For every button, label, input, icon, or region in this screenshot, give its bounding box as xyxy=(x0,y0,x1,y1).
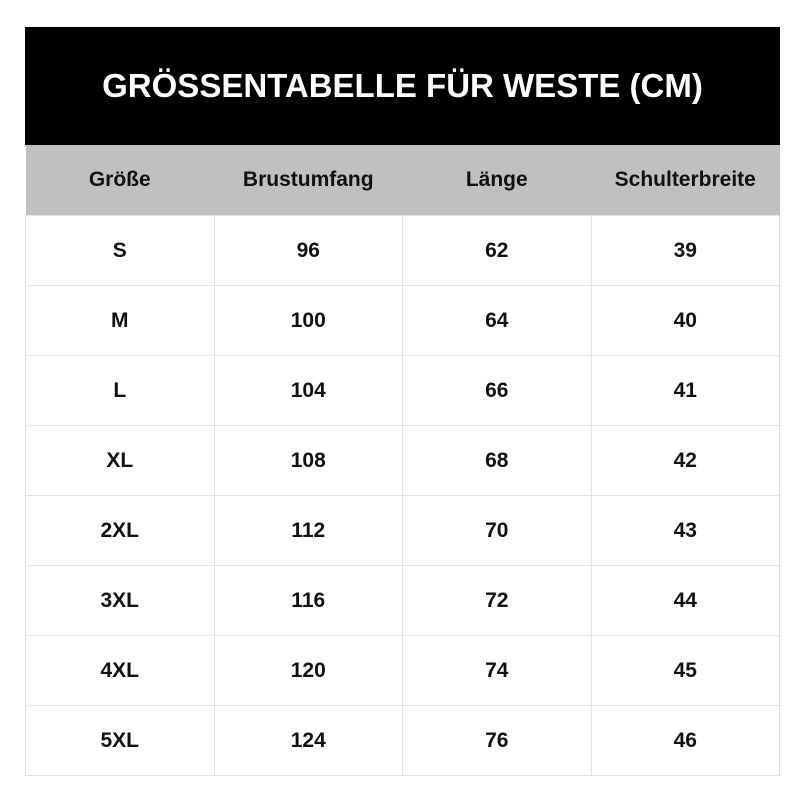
table-cell: 104 xyxy=(213,355,403,426)
table-cell: 112 xyxy=(213,495,403,566)
table-cell: 124 xyxy=(213,705,403,776)
table-cell: 46 xyxy=(590,705,780,776)
table-row: 2XL 112 70 43 xyxy=(25,495,780,566)
table-cell: 2XL xyxy=(25,495,215,566)
table-cell: 96 xyxy=(213,215,403,286)
table-row: 4XL 120 74 45 xyxy=(25,635,780,706)
table-row: S 96 62 39 xyxy=(25,215,780,286)
table-cell: 72 xyxy=(402,565,592,636)
table-cell: 66 xyxy=(402,355,592,426)
table-cell: S xyxy=(25,215,215,286)
column-header: Größe xyxy=(25,145,214,216)
table-cell: 62 xyxy=(402,215,592,286)
chart-title: GRÖSSENTABELLE FÜR WESTE (CM) xyxy=(25,27,780,145)
table-cell: 42 xyxy=(590,425,780,496)
table-cell: 108 xyxy=(213,425,403,496)
table-cell: 45 xyxy=(590,635,780,706)
table-cell: XL xyxy=(25,425,215,496)
table-cell: M xyxy=(25,285,215,356)
table-cell: 76 xyxy=(402,705,592,776)
table-cell: L xyxy=(25,355,215,426)
table-cell: 64 xyxy=(402,285,592,356)
size-table: Größe Brustumfang Länge Schulterbreite S 96 6… xyxy=(25,145,780,776)
table-cell: 44 xyxy=(590,565,780,636)
table-row: 5XL 124 76 46 xyxy=(25,705,780,776)
column-header: Länge xyxy=(402,145,591,216)
column-header: Brustumfang xyxy=(214,145,403,216)
table-row: XL 108 68 42 xyxy=(25,425,780,496)
table-cell: 4XL xyxy=(25,635,215,706)
table-cell: 39 xyxy=(590,215,780,286)
table-cell: 74 xyxy=(402,635,592,706)
table-cell: 120 xyxy=(213,635,403,706)
table-cell: 41 xyxy=(590,355,780,426)
size-chart: GRÖSSENTABELLE FÜR WESTE (CM) Größe Brust… xyxy=(25,27,780,776)
table-cell: 3XL xyxy=(25,565,215,636)
header-row: Größe Brustumfang Länge Schulterbreite xyxy=(25,145,780,216)
table-row: M 100 64 40 xyxy=(25,285,780,356)
table-cell: 100 xyxy=(213,285,403,356)
table-cell: 5XL xyxy=(25,705,215,776)
table-cell: 43 xyxy=(590,495,780,566)
table-cell: 70 xyxy=(402,495,592,566)
table-row: 3XL 116 72 44 xyxy=(25,565,780,636)
table-cell: 68 xyxy=(402,425,592,496)
column-header: Schulterbreite xyxy=(591,145,780,216)
table-cell: 116 xyxy=(213,565,403,636)
table-cell: 40 xyxy=(590,285,780,356)
table-row: L 104 66 41 xyxy=(25,355,780,426)
